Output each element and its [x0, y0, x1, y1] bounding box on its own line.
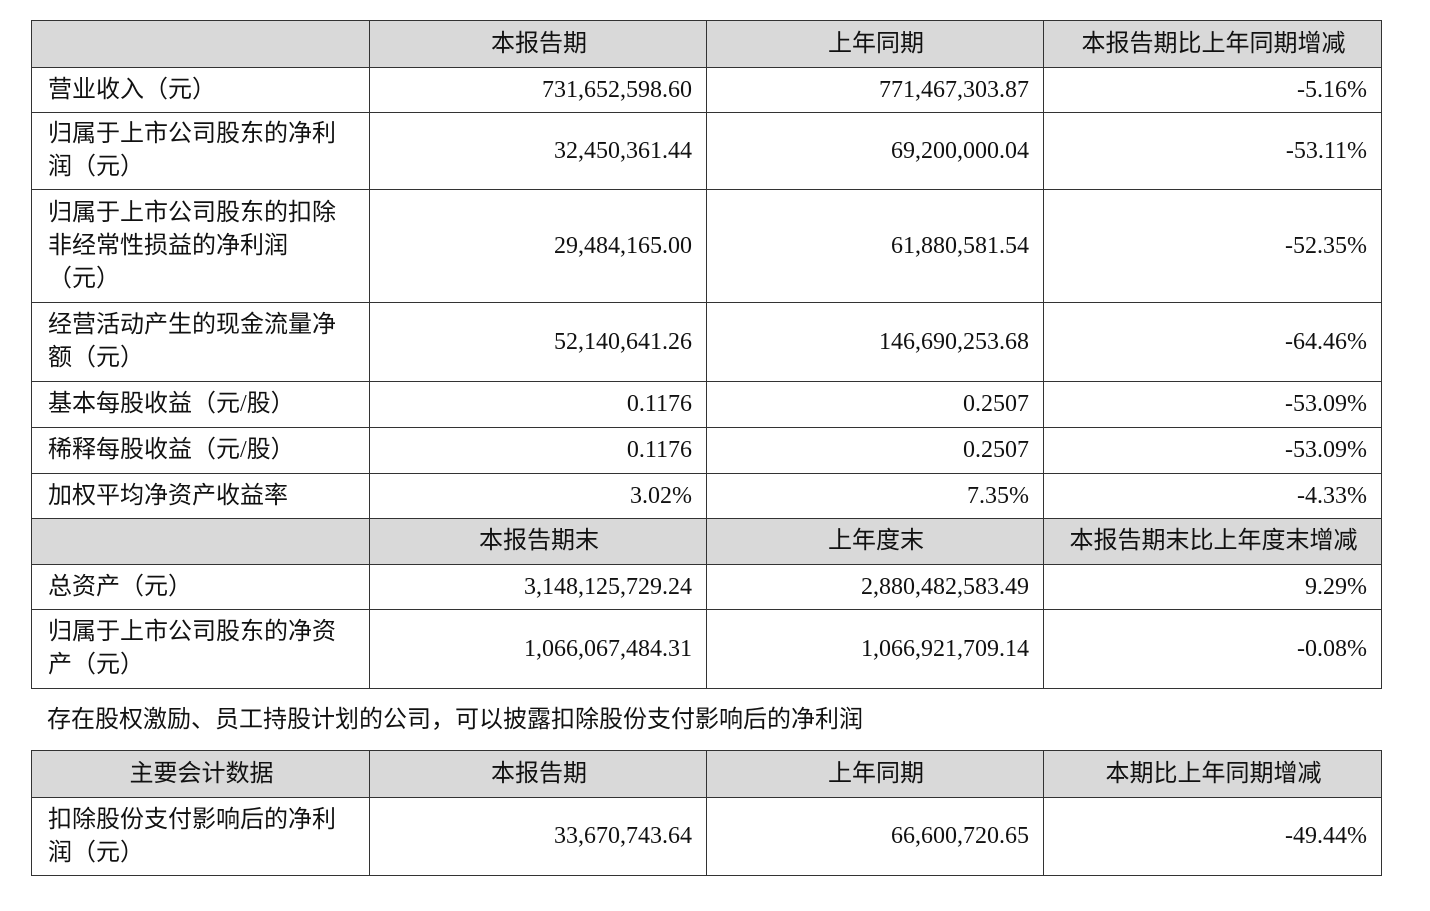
- cell: 归属于上市公司股东的净利润（元）: [31, 112, 370, 190]
- cell: 9.29%: [1043, 564, 1382, 610]
- cell: 52,140,641.26: [369, 302, 707, 382]
- cell: 0.1176: [369, 381, 707, 428]
- note: 存在股权激励、员工持股计划的公司，可以披露扣除股份支付影响后的净利润: [47, 707, 863, 733]
- data-row: 营业收入（元） 731,652,598.60 771,467,303.87 -5.16…: [31, 67, 1382, 113]
- cell: 本报告期比上年同期增减: [1043, 20, 1382, 68]
- data-row: 基本每股收益（元/股） 0.1176 0.2507 -53.09%: [31, 381, 1382, 428]
- data-row: 归属于上市公司股东的净利润（元） 32,450,361.44 69,200,000.…: [31, 112, 1382, 190]
- cell: 3.02%: [369, 473, 707, 519]
- cell: 本报告期末: [369, 518, 707, 565]
- cell: 0.2507: [706, 427, 1044, 474]
- cell: 本报告期: [369, 750, 707, 798]
- cell: 146,690,253.68: [706, 302, 1044, 382]
- cell: 33,670,743.64: [369, 797, 707, 876]
- cell: 本报告期: [369, 20, 707, 68]
- cell: 上年度末: [706, 518, 1044, 565]
- cell: 总资产（元）: [31, 564, 370, 610]
- cell: -53.09%: [1043, 427, 1382, 474]
- cell: 加权平均净资产收益率: [31, 473, 370, 519]
- cell: -64.46%: [1043, 302, 1382, 382]
- cell: 771,467,303.87: [706, 67, 1044, 113]
- data-row: 稀释每股收益（元/股） 0.1176 0.2507 -53.09%: [31, 427, 1382, 474]
- data-row: 归属于上市公司股东的净资产（元） 1,066,067,484.31 1,066,92…: [31, 609, 1382, 689]
- header-row: 本报告期末 上年度末 本报告期末比上年度末增减: [31, 518, 1382, 565]
- cell: 上年同期: [706, 750, 1044, 798]
- cell: 归属于上市公司股东的净资产（元）: [31, 609, 370, 689]
- cell: 本报告期末比上年度末增减: [1043, 518, 1382, 565]
- cell: 主要会计数据: [31, 750, 370, 798]
- cell: 1,066,921,709.14: [706, 609, 1044, 689]
- cell: -0.08%: [1043, 609, 1382, 689]
- cell: 69,200,000.04: [706, 112, 1044, 190]
- cell: 稀释每股收益（元/股）: [31, 427, 370, 474]
- cell: -53.09%: [1043, 381, 1382, 428]
- cell: [31, 518, 370, 565]
- header-row: 主要会计数据 本报告期 上年同期 本期比上年同期增减: [31, 750, 1382, 798]
- cell: -5.16%: [1043, 67, 1382, 113]
- cell: 3,148,125,729.24: [369, 564, 707, 610]
- cell: 32,450,361.44: [369, 112, 707, 190]
- cell: 经营活动产生的现金流量净额（元）: [31, 302, 370, 382]
- cell: 基本每股收益（元/股）: [31, 381, 370, 428]
- cell: -4.33%: [1043, 473, 1382, 519]
- cell: 29,484,165.00: [369, 189, 707, 303]
- cell: 731,652,598.60: [369, 67, 707, 113]
- cell: 营业收入（元）: [31, 67, 370, 113]
- data-row: 归属于上市公司股东的扣除非经常性损益的净利润（元） 29,484,165.00 61…: [31, 189, 1382, 303]
- cell: 1,066,067,484.31: [369, 609, 707, 689]
- cell: 上年同期: [706, 20, 1044, 68]
- cell: 0.2507: [706, 381, 1044, 428]
- data-row: 扣除股份支付影响后的净利润（元） 33,670,743.64 66,600,720.…: [31, 797, 1382, 876]
- header-row: 本报告期 上年同期 本报告期比上年同期增减: [31, 20, 1382, 68]
- data-row: 经营活动产生的现金流量净额（元） 52,140,641.26 146,690,253…: [31, 302, 1382, 382]
- cell: 本期比上年同期增减: [1043, 750, 1382, 798]
- cell: 0.1176: [369, 427, 707, 474]
- cell: 66,600,720.65: [706, 797, 1044, 876]
- cell: -53.11%: [1043, 112, 1382, 190]
- cell: -52.35%: [1043, 189, 1382, 303]
- data-row: 加权平均净资产收益率 3.02% 7.35% -4.33%: [31, 473, 1382, 519]
- data-table: 主要会计数据 本报告期 上年同期 本期比上年同期增减 扣除股份支付影响后的净利润（元） 3…: [31, 750, 1382, 876]
- cell: [31, 20, 370, 68]
- data-row: 总资产（元） 3,148,125,729.24 2,880,482,583.49 9.…: [31, 564, 1382, 610]
- cell: -49.44%: [1043, 797, 1382, 876]
- data-table: 本报告期 上年同期 本报告期比上年同期增减 营业收入（元） 731,652,598.60…: [31, 20, 1382, 689]
- cell: 61,880,581.54: [706, 189, 1044, 303]
- cell: 7.35%: [706, 473, 1044, 519]
- cell: 归属于上市公司股东的扣除非经常性损益的净利润（元）: [31, 189, 370, 303]
- cell: 2,880,482,583.49: [706, 564, 1044, 610]
- cell: 扣除股份支付影响后的净利润（元）: [31, 797, 370, 876]
